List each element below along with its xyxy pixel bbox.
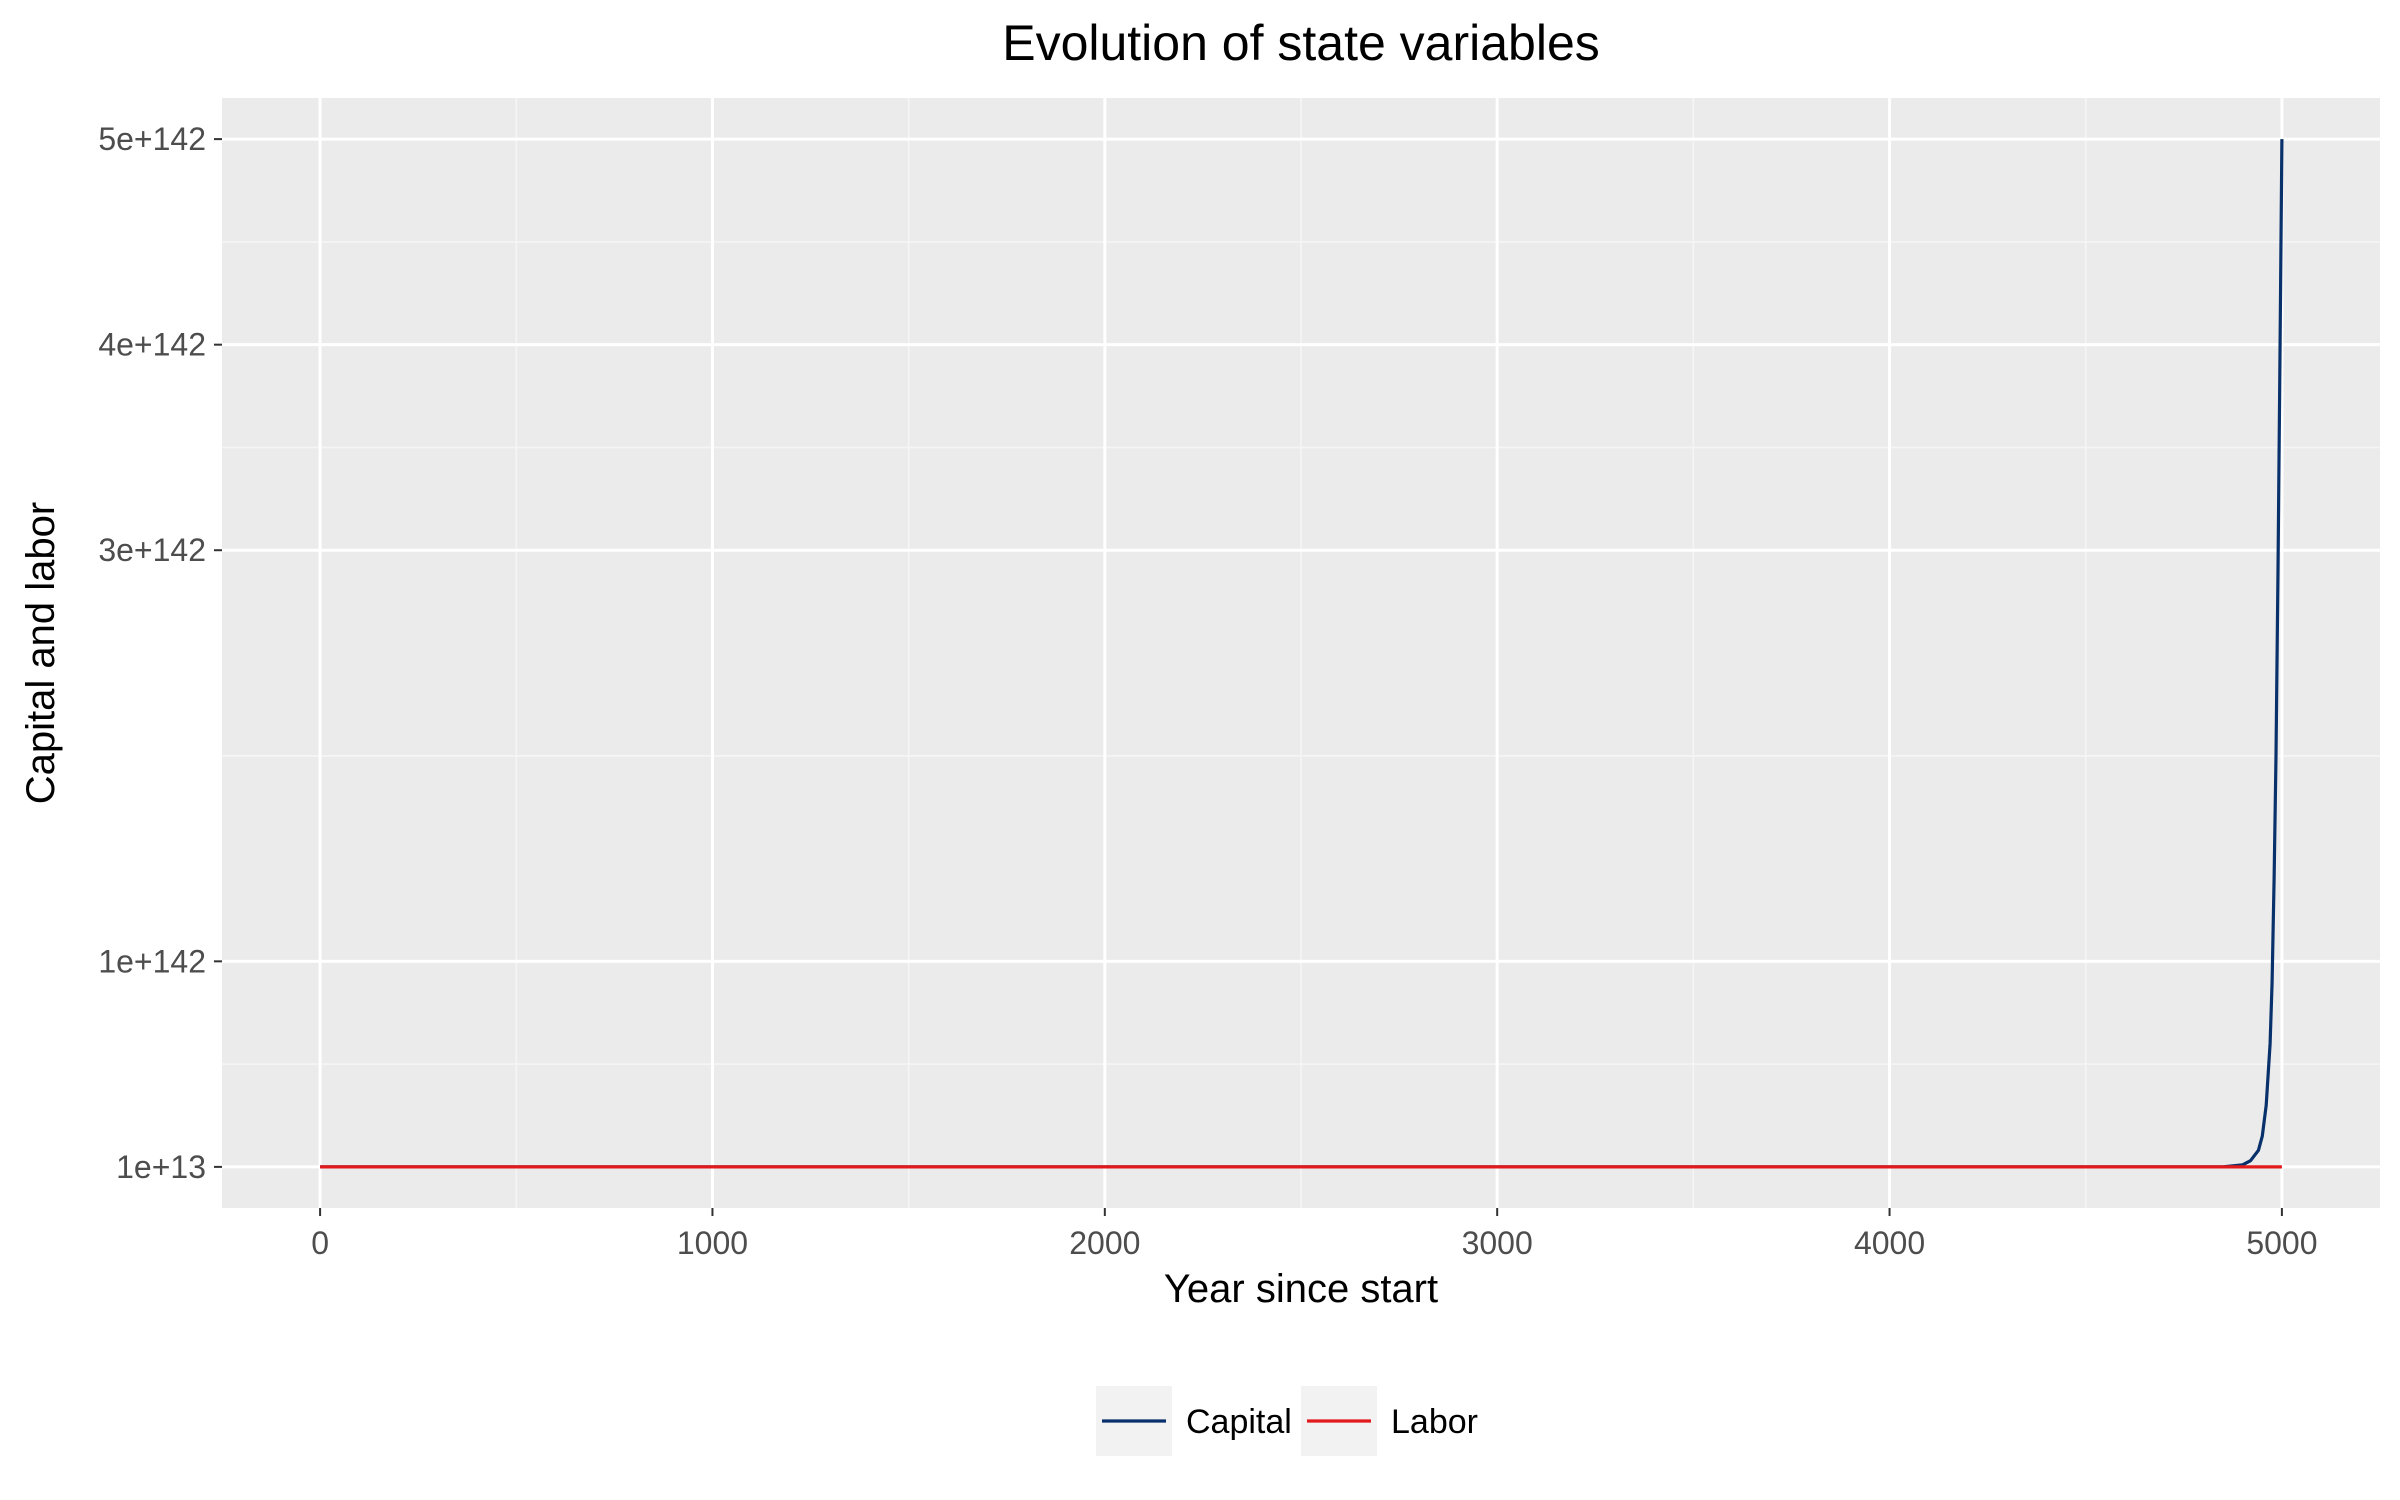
minor-gridlines xyxy=(222,98,2380,1208)
y-axis: 1e+13 1e+142 3e+142 4e+142 5e+142 xyxy=(98,121,222,1185)
x-tick-label: 5000 xyxy=(2246,1225,2317,1261)
x-tick-label: 4000 xyxy=(1854,1225,1925,1261)
x-tick-label: 0 xyxy=(311,1225,329,1261)
legend: Capital Labor xyxy=(1096,1386,1478,1456)
chart-title: Evolution of state variables xyxy=(1002,15,1600,71)
x-axis: 0 1000 2000 3000 4000 5000 xyxy=(311,1208,2318,1261)
legend-item-capital: Capital xyxy=(1096,1386,1292,1456)
x-tick-label: 3000 xyxy=(1462,1225,1533,1261)
x-tick-label: 2000 xyxy=(1069,1225,1140,1261)
series-layer xyxy=(320,139,2284,1169)
legend-label-labor: Labor xyxy=(1391,1403,1478,1441)
legend-label-capital: Capital xyxy=(1186,1403,1292,1441)
y-tick-label: 1e+13 xyxy=(116,1149,206,1185)
y-tick-label: 1e+142 xyxy=(98,943,206,979)
y-tick-label: 3e+142 xyxy=(98,532,206,568)
legend-item-labor: Labor xyxy=(1301,1386,1478,1456)
y-tick-label: 5e+142 xyxy=(98,121,206,157)
y-axis-title: Capital and labor xyxy=(19,502,63,804)
major-gridlines xyxy=(222,98,2380,1208)
y-tick-label: 4e+142 xyxy=(98,327,206,363)
x-tick-label: 1000 xyxy=(677,1225,748,1261)
x-axis-title: Year since start xyxy=(1164,1267,1438,1311)
